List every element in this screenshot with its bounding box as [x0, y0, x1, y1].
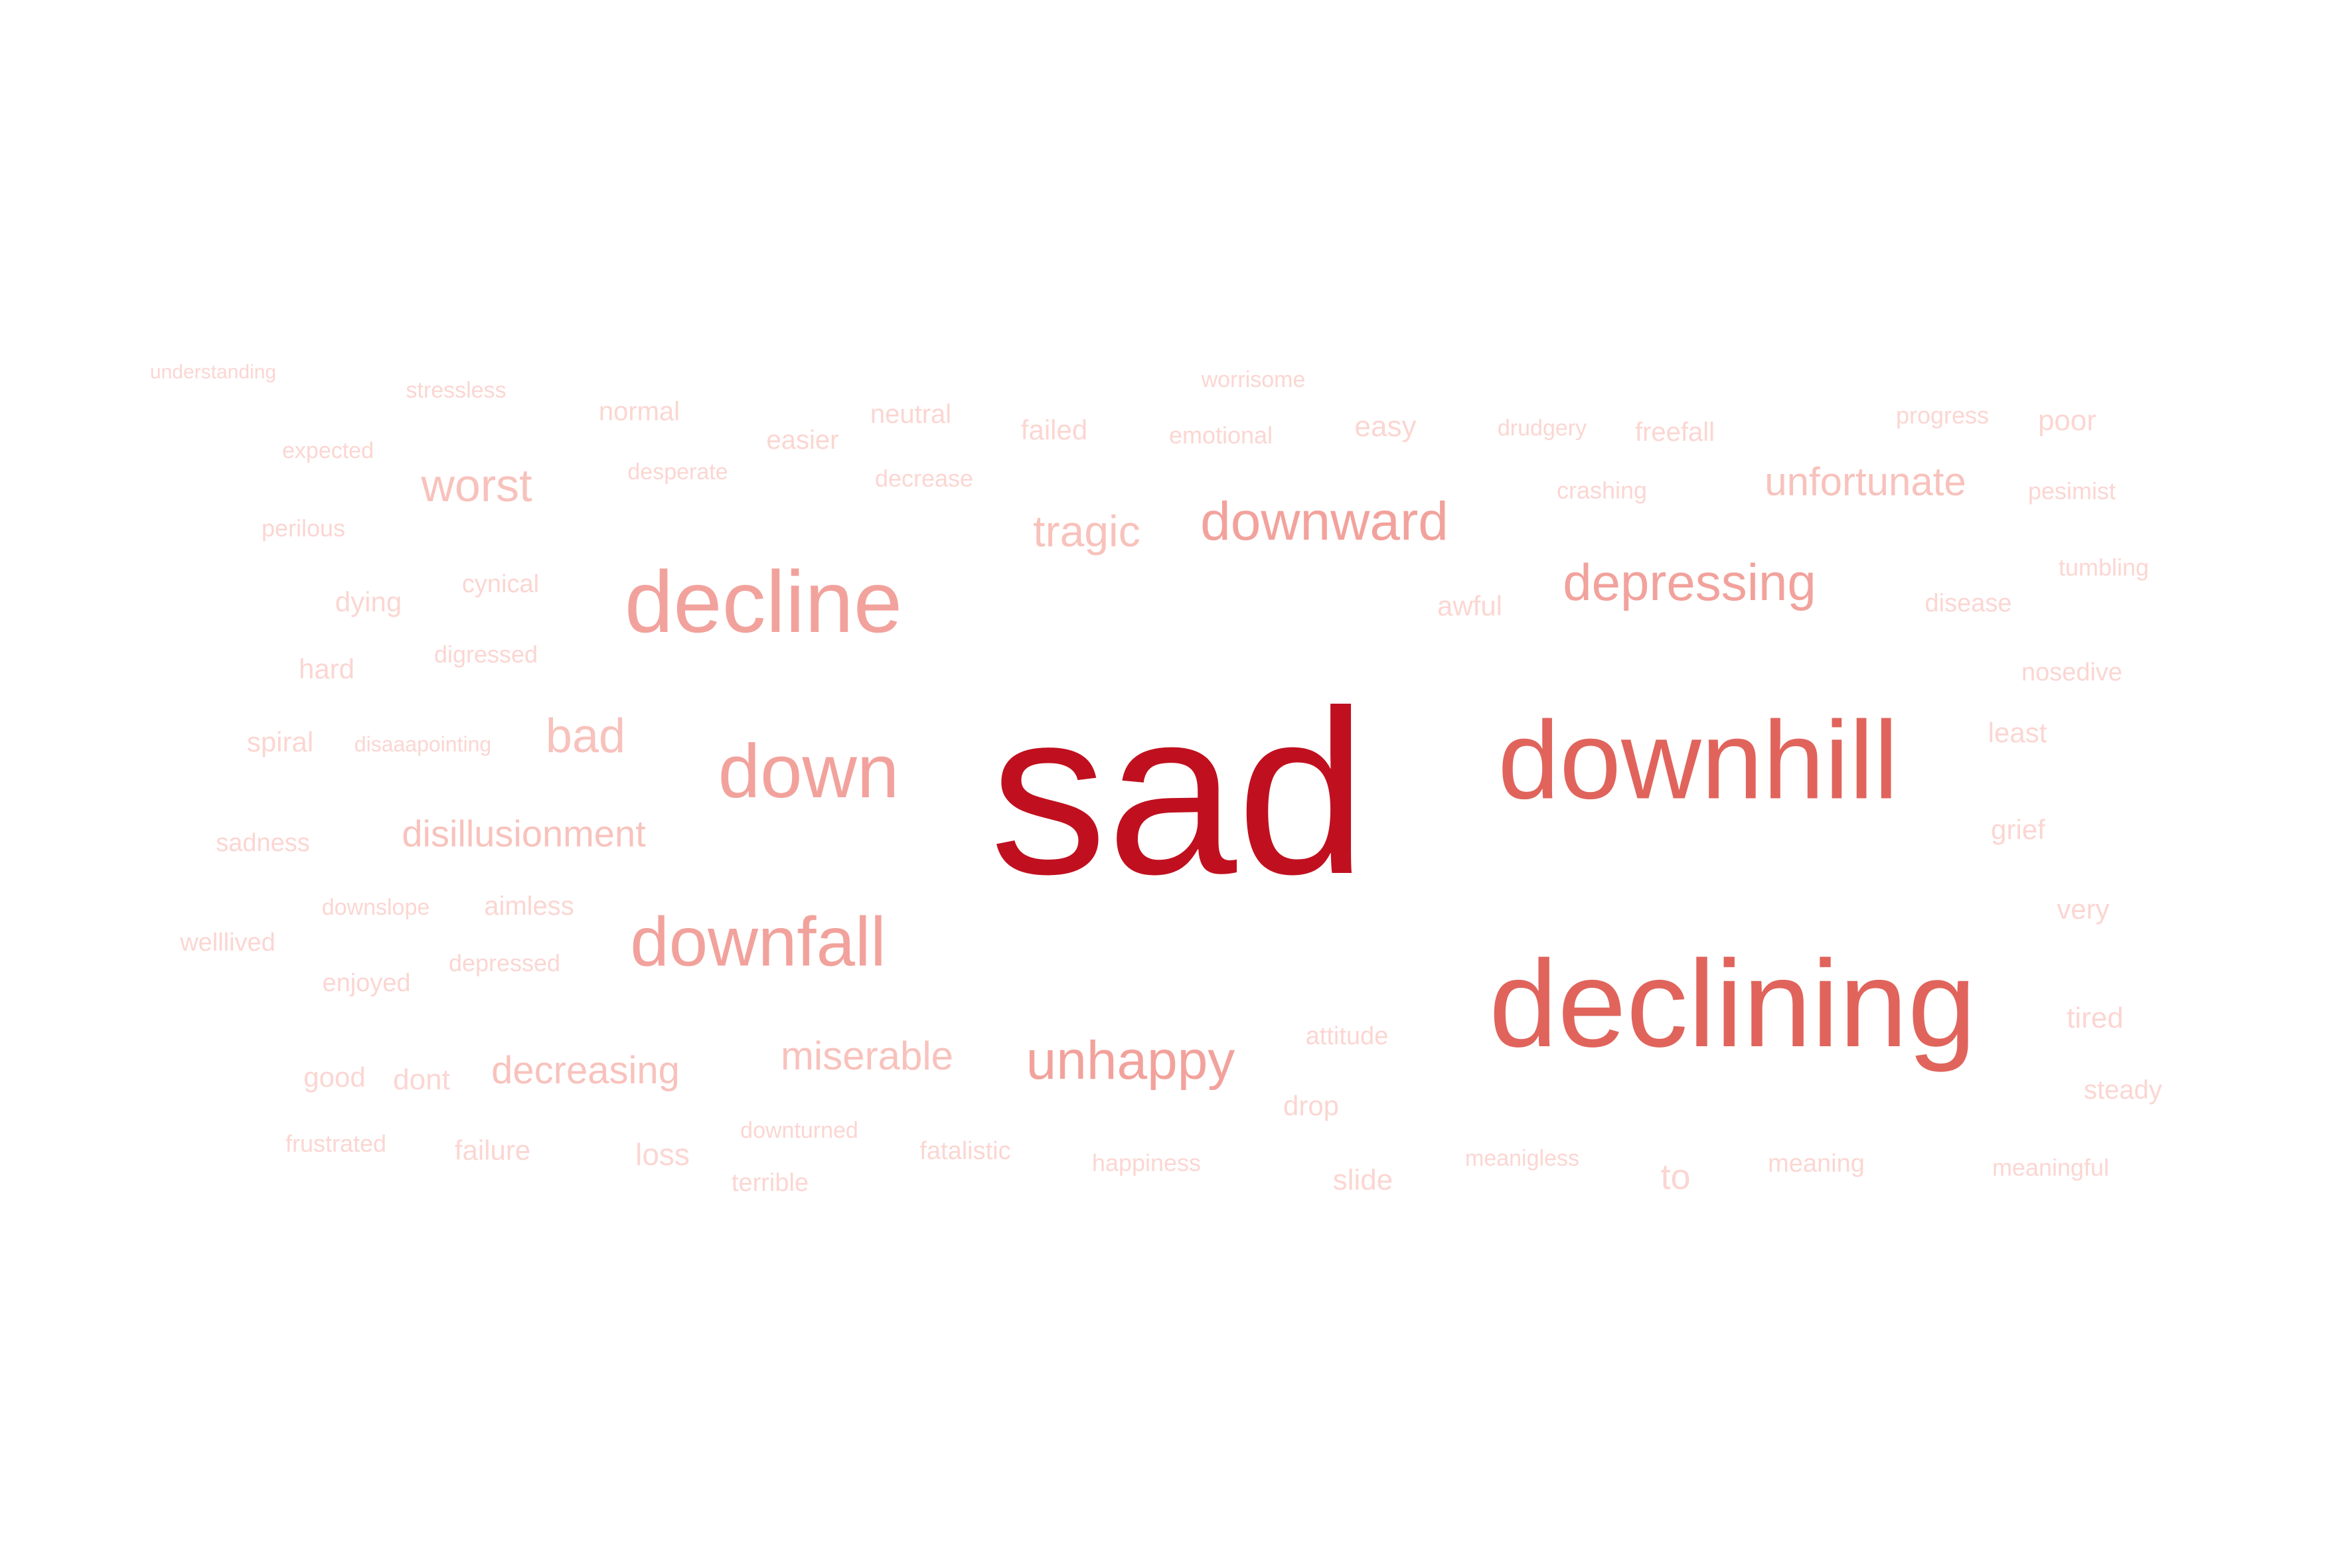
cloud-word-stressless: stressless: [406, 378, 507, 403]
cloud-word-slide: slide: [1332, 1164, 1393, 1196]
cloud-word-steady: steady: [2084, 1075, 2162, 1105]
cloud-word-expected: expected: [282, 438, 374, 463]
cloud-word-normal: normal: [598, 397, 680, 426]
cloud-word-down: down: [718, 730, 900, 814]
cloud-word-depressing: depressing: [1563, 553, 1816, 611]
cloud-word-welllived: welllived: [180, 929, 275, 957]
cloud-word-aimless: aimless: [484, 892, 574, 921]
cloud-word-understanding: understanding: [149, 361, 277, 383]
cloud-word-poor: poor: [2037, 404, 2097, 437]
cloud-word-spiral: spiral: [246, 726, 314, 757]
cloud-word-failed: failed: [1020, 414, 1088, 445]
cloud-word-neutral: neutral: [870, 400, 952, 429]
cloud-word-progress: progress: [1895, 402, 1990, 429]
cloud-word-disillusionment: disillusionment: [402, 813, 646, 854]
cloud-word-meanigless: meanigless: [1465, 1146, 1579, 1171]
cloud-word-nosedive: nosedive: [2021, 659, 2123, 686]
cloud-word-disease: disease: [1924, 589, 2012, 617]
cloud-word-miserable: miserable: [780, 1034, 954, 1078]
cloud-word-fatalistic: fatalistic: [919, 1137, 1011, 1165]
cloud-word-least: least: [1988, 717, 2047, 748]
cloud-word-sadness: sadness: [216, 829, 310, 857]
cloud-word-terrible: terrible: [731, 1169, 809, 1197]
cloud-word-to: to: [1660, 1157, 1691, 1197]
cloud-word-sad: sad: [990, 661, 1367, 923]
cloud-word-dont: dont: [393, 1063, 450, 1096]
cloud-word-depressed: depressed: [448, 949, 561, 977]
cloud-word-crashing: crashing: [1556, 477, 1648, 504]
cloud-word-pesimist: pesimist: [2027, 477, 2116, 505]
cloud-word-decline: decline: [624, 553, 903, 651]
cloud-word-tragic: tragic: [1033, 507, 1140, 556]
cloud-word-tired: tired: [2067, 1002, 2124, 1034]
cloud-word-tumbling: tumbling: [2058, 554, 2150, 581]
cloud-word-downward: downward: [1200, 491, 1449, 552]
cloud-word-attitude: attitude: [1305, 1022, 1389, 1050]
cloud-word-downfall: downfall: [630, 903, 886, 981]
cloud-word-drudgery: drudgery: [1497, 416, 1587, 441]
cloud-word-cynical: cynical: [461, 570, 540, 598]
cloud-word-meaning: meaning: [1768, 1150, 1865, 1178]
cloud-word-grief: grief: [1991, 814, 2045, 845]
cloud-word-frustrated: frustrated: [285, 1130, 387, 1157]
cloud-word-downturned: downturned: [740, 1118, 858, 1143]
cloud-word-drop: drop: [1283, 1090, 1340, 1121]
cloud-word-loss: loss: [635, 1137, 690, 1172]
cloud-word-digressed: digressed: [433, 641, 538, 668]
cloud-word-perilous: perilous: [261, 514, 346, 542]
cloud-word-awful: awful: [1437, 590, 1503, 621]
cloud-word-freefall: freefall: [1634, 418, 1715, 447]
cloud-word-dying: dying: [335, 586, 402, 617]
cloud-word-easy: easy: [1354, 410, 1417, 443]
cloud-word-good: good: [303, 1061, 366, 1093]
cloud-word-worrisome: worrisome: [1201, 367, 1306, 392]
cloud-word-desperate: desperate: [627, 459, 728, 485]
cloud-word-worst: worst: [421, 459, 532, 511]
cloud-word-disaaapointing: disaaapointing: [354, 732, 492, 756]
cloud-word-meaningful: meaningful: [1992, 1154, 2110, 1181]
cloud-word-unhappy: unhappy: [1026, 1030, 1235, 1091]
cloud-word-enjoyed: enjoyed: [322, 969, 411, 997]
cloud-word-happiness: happiness: [1091, 1149, 1202, 1176]
cloud-word-downslope: downslope: [321, 895, 430, 920]
cloud-word-downhill: downhill: [1498, 698, 1899, 823]
cloud-word-emotional: emotional: [1168, 422, 1273, 449]
cloud-word-hard: hard: [298, 653, 355, 684]
cloud-word-declining: declining: [1488, 935, 1977, 1073]
cloud-word-easier: easier: [766, 426, 839, 455]
cloud-word-bad: bad: [545, 710, 626, 763]
cloud-word-unfortunate: unfortunate: [1764, 459, 1966, 504]
cloud-word-decrease: decrease: [874, 465, 974, 492]
cloud-word-decreasing: decreasing: [491, 1049, 680, 1092]
cloud-word-failure: failure: [454, 1135, 531, 1166]
cloud-word-very: very: [2057, 894, 2110, 925]
